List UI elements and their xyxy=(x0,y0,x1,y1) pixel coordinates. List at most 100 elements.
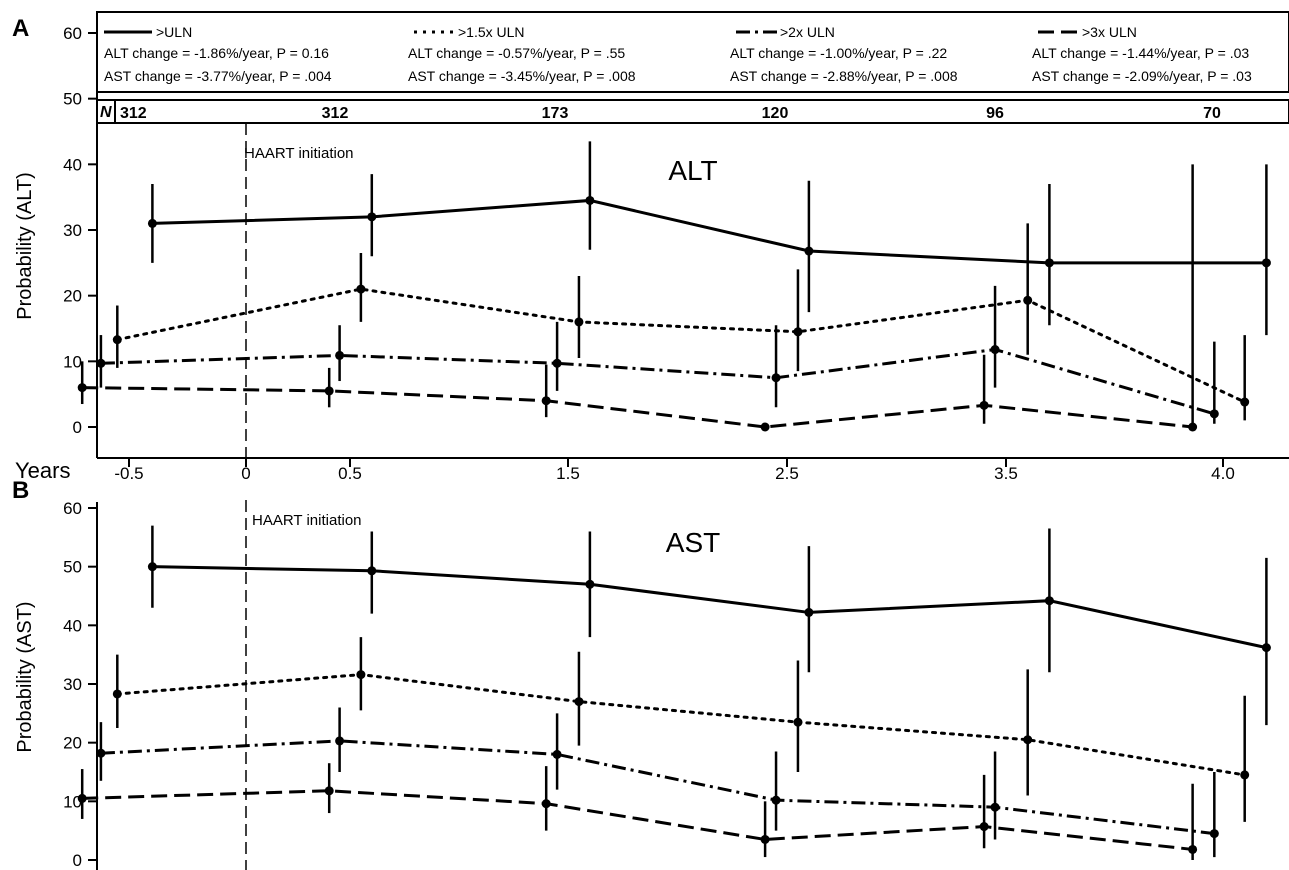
panel-b-y-tick-label: 60 xyxy=(63,499,82,518)
panel-b-data-point xyxy=(147,562,157,572)
x-axis-label: Years xyxy=(15,458,70,483)
panel-b-data-point xyxy=(1044,596,1054,606)
panel-b-data-point xyxy=(112,689,122,699)
panel-a-data-point xyxy=(1188,422,1198,432)
legend-alt-stat: ALT change = -1.00%/year, P = .22 xyxy=(730,45,947,61)
x-tick-label: 0 xyxy=(241,464,250,483)
panel-b-data-point xyxy=(990,802,1000,812)
legend: >ULN ALT change = -1.86%/year, P = 0.16 AS… xyxy=(96,11,1289,93)
panel-a-y-tick-label: 40 xyxy=(63,155,82,174)
panel-b-data-point xyxy=(552,749,562,759)
panel-b-y-tick-label: 20 xyxy=(63,734,82,753)
panel-b-y-tick-label: 40 xyxy=(63,616,82,635)
panel-a-data-point xyxy=(804,246,814,256)
panel-a-data-point xyxy=(1240,397,1250,407)
panel-b-y-tick-label: 10 xyxy=(63,792,82,811)
panel-a-data-point xyxy=(356,284,366,294)
panel-a-y-tick-label: 30 xyxy=(63,221,82,240)
x-tick-label: -0.5 xyxy=(114,464,143,483)
panel-b-data-point xyxy=(324,786,334,796)
panel-a-y-tick-label: 60 xyxy=(63,24,82,43)
panel-b-data-point xyxy=(585,579,595,589)
panel-b-data-point xyxy=(356,670,366,680)
panel-a-data-point xyxy=(77,383,87,393)
panel-b-ylabel: Probability (AST) xyxy=(14,601,36,752)
panel-a-data-point xyxy=(760,422,770,432)
panel-b-data-point xyxy=(367,566,377,576)
panel-b-data-point xyxy=(1209,829,1219,839)
legend-ast-stat: AST change = -3.77%/year, P = .004 xyxy=(104,68,332,84)
panel-b-y-tick-label: 0 xyxy=(73,851,82,870)
legend-alt-stat: ALT change = -0.57%/year, P = .55 xyxy=(408,45,625,61)
panel-a-series-line-solid xyxy=(152,198,1267,265)
panel-b-y-tick-label: 30 xyxy=(63,675,82,694)
panel-letter-a: A xyxy=(12,15,29,42)
panel-b-plot: Probability (AST) AST HAART initiation 0… xyxy=(14,499,1271,870)
panel-a-data-point xyxy=(541,396,551,406)
panel-a-data-point xyxy=(324,386,334,396)
panel-b-data-point xyxy=(771,795,781,805)
x-tick-label: 2.5 xyxy=(775,464,799,483)
panel-a-series-line-dashed xyxy=(82,386,1193,429)
legend-alt-stat: ALT change = -1.86%/year, P = 0.16 xyxy=(104,45,329,61)
panel-a-data-point xyxy=(990,345,1000,355)
panel-b-data-point xyxy=(1261,643,1271,653)
panel-a-data-point xyxy=(979,400,989,410)
panel-b-data-point xyxy=(804,607,814,617)
panel-b-series-line-solid xyxy=(152,565,1267,650)
x-axis: Years -0.5 0 0.5 1.5 2.5 3.5 4.0 xyxy=(15,457,1289,483)
panel-b-data-point xyxy=(335,736,345,746)
panel-b-title: AST xyxy=(666,527,720,558)
panel-b-haart-annotation: HAART initiation xyxy=(252,512,362,529)
n-row-frame xyxy=(96,99,1289,124)
n-row-value: 173 xyxy=(542,105,569,122)
panel-a-data-point xyxy=(96,358,106,368)
panel-a-series-line-dashdot xyxy=(100,347,1215,416)
legend-ast-stat: AST change = -3.45%/year, P = .008 xyxy=(408,68,636,84)
panel-b-series-line-dotted xyxy=(115,673,1247,777)
panel-b-data-point xyxy=(1188,844,1198,854)
panel-b-data-point xyxy=(1023,735,1033,745)
panel-a-series-line-dotted xyxy=(115,287,1247,404)
panel-a-data-point xyxy=(1261,258,1271,268)
legend-ast-stat: AST change = -2.09%/year, P = .03 xyxy=(1032,68,1252,84)
x-tick-label: 3.5 xyxy=(994,464,1018,483)
panel-b-y-tick-label: 50 xyxy=(63,558,82,577)
n-row-value: 120 xyxy=(762,105,789,122)
legend-label: >3x ULN xyxy=(1082,24,1137,40)
panel-a-y-tick-label: 20 xyxy=(63,287,82,306)
legend-label: >2x ULN xyxy=(780,24,835,40)
panel-b-data-point xyxy=(979,822,989,832)
panel-b-series-line-dashdot xyxy=(100,739,1215,836)
n-row-value: 70 xyxy=(1203,105,1221,122)
panel-b-data-point xyxy=(541,799,551,809)
panel-b-data-point xyxy=(77,793,87,803)
panel-a-data-point xyxy=(335,350,345,360)
panel-letter-b: B xyxy=(12,477,29,504)
panel-a-haart-annotation: HAART initiation xyxy=(244,145,354,162)
legend-alt-stat: ALT change = -1.44%/year, P = .03 xyxy=(1032,45,1249,61)
panel-a-data-point xyxy=(771,373,781,383)
panel-b-series-line-dashed xyxy=(82,789,1193,851)
legend-ast-stat: AST change = -2.88%/year, P = .008 xyxy=(730,68,958,84)
n-row-value: 312 xyxy=(120,105,147,122)
panel-a-y-tick-label: 0 xyxy=(73,418,82,437)
panel-b-data-point xyxy=(1240,770,1250,780)
panel-a-data-point xyxy=(585,195,595,205)
panel-b-data-point xyxy=(574,697,584,707)
panel-a-data-point xyxy=(112,335,122,345)
panel-a-data-point xyxy=(147,218,157,228)
x-tick-label: 0.5 xyxy=(338,464,362,483)
panel-a-data-point xyxy=(793,327,803,337)
panel-a-y-tick-label: 50 xyxy=(63,90,82,109)
n-row-value: 312 xyxy=(322,105,349,122)
panel-a-data-point xyxy=(574,317,584,327)
panel-b-data-point xyxy=(760,834,770,844)
panel-a-y-tick-label: 10 xyxy=(63,352,82,371)
panel-a-ylabel: Probability (ALT) xyxy=(14,172,36,319)
panel-a-data-point xyxy=(552,358,562,368)
x-tick-label: 1.5 xyxy=(556,464,580,483)
panel-a-title: ALT xyxy=(668,155,717,186)
panel-a-data-point xyxy=(1044,258,1054,268)
